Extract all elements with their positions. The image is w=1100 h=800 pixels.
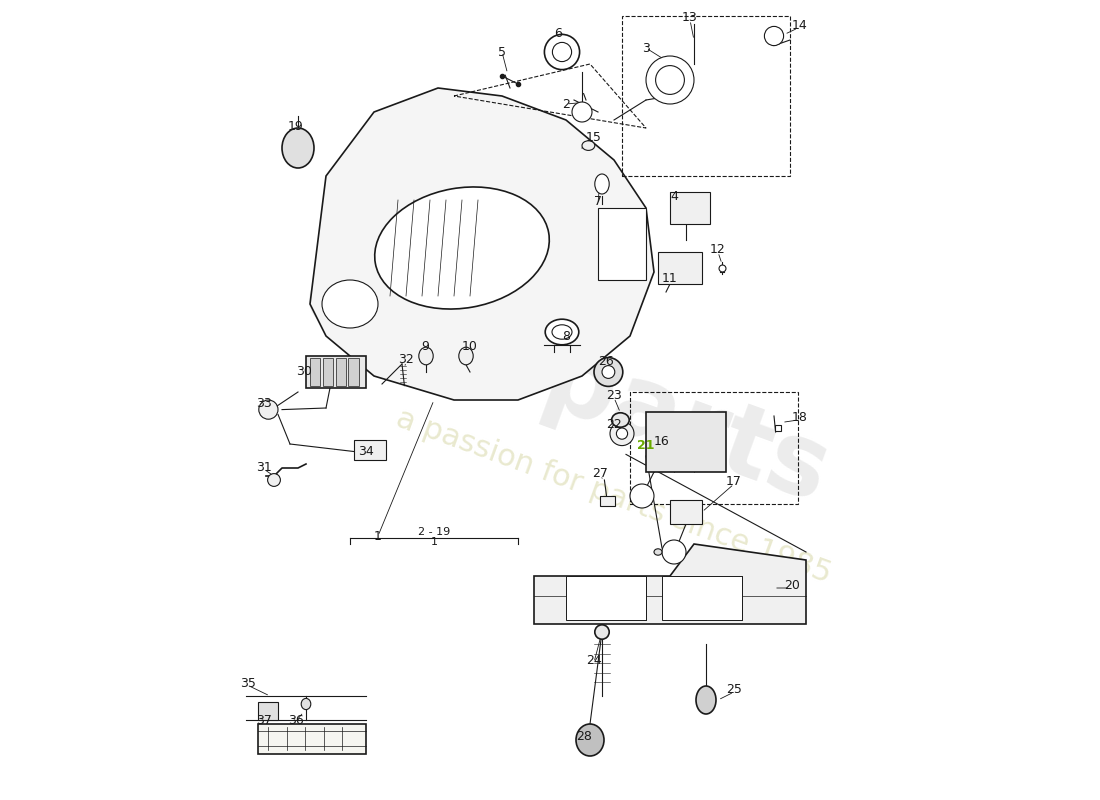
Text: 7: 7	[594, 195, 602, 208]
Text: 13: 13	[682, 11, 697, 24]
Ellipse shape	[582, 141, 595, 150]
Ellipse shape	[546, 319, 579, 345]
Text: 35: 35	[241, 677, 256, 690]
Text: 23: 23	[606, 389, 621, 402]
Text: europarts: europarts	[289, 244, 843, 524]
Bar	[336, 358, 346, 386]
Ellipse shape	[595, 174, 609, 194]
Text: 19: 19	[288, 120, 304, 133]
Bar	[598, 208, 646, 280]
Text: 31: 31	[256, 461, 273, 474]
Text: 6: 6	[554, 27, 562, 40]
Text: 10: 10	[462, 340, 477, 353]
Ellipse shape	[301, 698, 311, 710]
Bar	[670, 500, 702, 524]
Text: a passion for parts since 1985: a passion for parts since 1985	[393, 403, 836, 589]
Polygon shape	[310, 88, 654, 400]
Text: 32: 32	[398, 353, 414, 366]
Bar	[662, 576, 742, 620]
Text: 2 - 19: 2 - 19	[418, 527, 450, 537]
Text: 24: 24	[586, 654, 602, 666]
Bar	[566, 576, 646, 620]
Ellipse shape	[282, 128, 314, 168]
Ellipse shape	[552, 325, 572, 339]
Circle shape	[616, 428, 628, 439]
Ellipse shape	[576, 724, 604, 756]
Text: 36: 36	[288, 714, 304, 726]
Ellipse shape	[459, 347, 473, 365]
Text: 2: 2	[562, 98, 570, 110]
Bar	[349, 358, 359, 386]
Circle shape	[544, 34, 580, 70]
Bar	[306, 356, 366, 388]
Circle shape	[552, 42, 572, 62]
Text: 9: 9	[421, 340, 429, 353]
Bar	[258, 702, 278, 720]
Text: 27: 27	[592, 467, 607, 480]
Polygon shape	[258, 724, 366, 754]
Circle shape	[610, 422, 634, 446]
Text: 30: 30	[296, 365, 311, 378]
Text: 1: 1	[374, 530, 382, 542]
Text: 33: 33	[256, 397, 273, 410]
Bar	[630, 392, 798, 504]
Bar	[310, 358, 320, 386]
Circle shape	[656, 66, 684, 94]
Text: 21: 21	[637, 439, 654, 452]
Ellipse shape	[696, 686, 716, 714]
Text: 3: 3	[642, 42, 650, 54]
Ellipse shape	[419, 347, 433, 365]
Ellipse shape	[612, 413, 629, 427]
Text: 28: 28	[575, 730, 592, 742]
Text: 26: 26	[598, 355, 614, 368]
Bar	[354, 440, 386, 460]
Text: 18: 18	[792, 411, 807, 424]
Text: 17: 17	[726, 475, 741, 488]
Circle shape	[764, 26, 783, 46]
Text: 12: 12	[711, 243, 726, 256]
Circle shape	[602, 366, 615, 378]
Circle shape	[594, 358, 623, 386]
Text: 22: 22	[606, 418, 621, 430]
Ellipse shape	[654, 549, 662, 555]
Text: 1: 1	[430, 538, 438, 547]
Text: 8: 8	[562, 330, 570, 342]
Text: 11: 11	[662, 272, 678, 285]
Bar	[658, 252, 702, 284]
Text: 15: 15	[586, 131, 602, 144]
Bar	[322, 358, 333, 386]
Circle shape	[267, 474, 280, 486]
Text: 16: 16	[654, 435, 670, 448]
Text: 25: 25	[726, 683, 741, 696]
Bar	[601, 496, 615, 506]
Text: 20: 20	[783, 579, 800, 592]
Ellipse shape	[375, 187, 549, 309]
Ellipse shape	[595, 625, 609, 639]
Bar	[646, 412, 726, 472]
Ellipse shape	[322, 280, 378, 328]
Text: 37: 37	[256, 714, 273, 726]
Text: 14: 14	[792, 19, 807, 32]
Circle shape	[662, 540, 686, 564]
Bar	[670, 192, 710, 224]
Text: 5: 5	[498, 46, 506, 58]
Circle shape	[630, 484, 654, 508]
Bar	[621, 16, 790, 176]
Circle shape	[646, 56, 694, 104]
Ellipse shape	[572, 102, 592, 122]
Text: 34: 34	[359, 445, 374, 458]
Circle shape	[258, 400, 278, 419]
Text: 4: 4	[670, 190, 678, 202]
Polygon shape	[534, 544, 806, 624]
